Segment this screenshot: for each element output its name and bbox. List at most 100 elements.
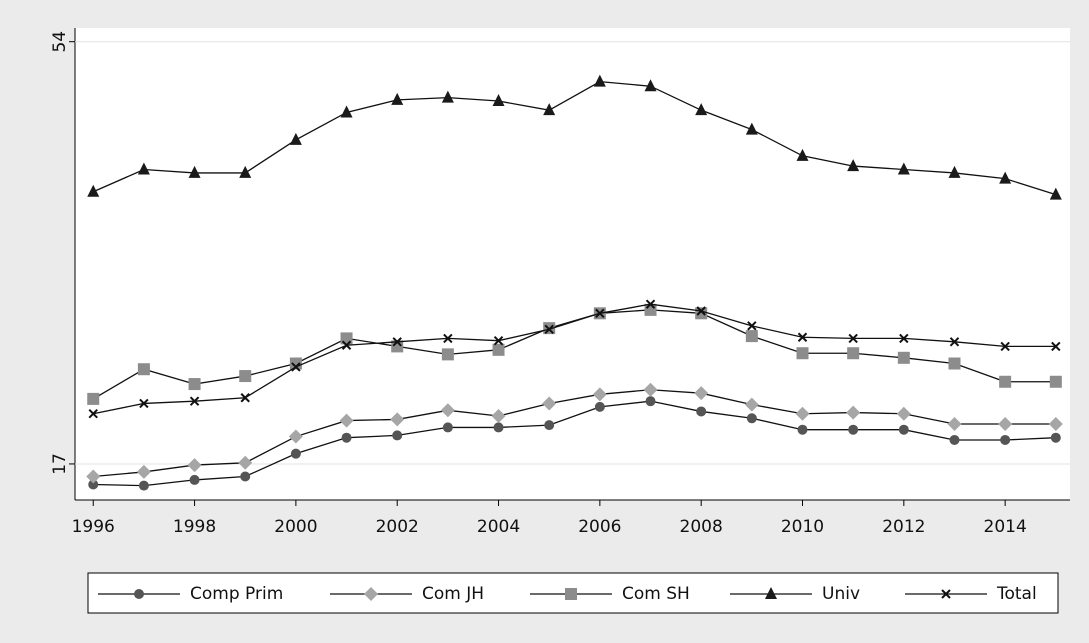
data-point [797, 424, 808, 435]
legend-label: Comp Prim [190, 584, 283, 604]
y-tick-label: 17 [50, 453, 70, 475]
data-point [390, 412, 405, 427]
x-tick-label: 2008 [680, 517, 723, 537]
data-point [1000, 434, 1011, 445]
data-point [696, 306, 706, 316]
legend-marker [134, 589, 144, 599]
data-point [137, 363, 150, 376]
data-point [643, 382, 658, 397]
legend-marker [765, 587, 777, 599]
x-tick-label: 2010 [781, 517, 824, 537]
data-point [999, 375, 1012, 388]
data-point [848, 333, 858, 344]
data-point [290, 448, 301, 459]
x-tick-label: 2014 [984, 517, 1027, 537]
data-point [288, 429, 303, 444]
data-point [136, 464, 151, 479]
data-point [341, 340, 352, 350]
data-point [493, 422, 504, 433]
data-point [949, 337, 960, 347]
series-line [93, 303, 1056, 415]
plot-area [75, 28, 1070, 500]
legend-label: Com JH [422, 584, 484, 604]
legend-label: Com SH [622, 584, 690, 604]
data-point [189, 396, 200, 406]
data-point [744, 397, 759, 412]
data-point [87, 392, 100, 405]
data-point [797, 332, 808, 342]
data-point [543, 103, 556, 116]
data-point [695, 103, 708, 116]
data-point [948, 357, 961, 370]
data-point [340, 105, 353, 118]
data-point [848, 424, 859, 435]
data-point [291, 362, 301, 372]
data-point [341, 432, 352, 443]
data-point [592, 387, 607, 402]
data-point [746, 413, 757, 424]
data-point [443, 333, 453, 344]
data-point [493, 335, 504, 346]
x-tick-label: 2002 [376, 517, 419, 537]
data-point [542, 396, 557, 411]
data-point [392, 337, 402, 347]
data-point [239, 370, 252, 383]
data-point [239, 165, 252, 178]
data-point [594, 401, 605, 412]
data-point [492, 343, 505, 356]
data-point [391, 340, 404, 353]
x-tick-label: 2006 [578, 517, 621, 537]
series-line [93, 400, 1056, 487]
data-point [188, 165, 201, 178]
data-point [696, 406, 707, 417]
data-point [846, 405, 861, 420]
data-point [544, 324, 554, 334]
data-point [1051, 341, 1061, 352]
data-point [139, 398, 149, 409]
data-point [896, 406, 911, 421]
x-tick-label: 2004 [477, 517, 520, 537]
data-point [240, 393, 250, 403]
data-point [491, 409, 506, 424]
data-point [187, 458, 202, 473]
legend-marker [941, 589, 951, 599]
legend-label: Univ [822, 584, 860, 604]
data-point [240, 471, 251, 482]
series-line [93, 389, 1056, 478]
data-point [695, 307, 708, 320]
data-point [544, 420, 555, 431]
legend-marker [565, 588, 577, 600]
data-point [899, 333, 909, 344]
data-point [796, 148, 809, 161]
data-point [645, 396, 656, 407]
data-point [593, 74, 606, 87]
data-point [847, 159, 860, 172]
x-tick-label: 2000 [274, 517, 317, 537]
data-point [87, 184, 100, 197]
data-point [289, 357, 302, 370]
data-point [644, 79, 657, 92]
x-tick-label: 1998 [173, 517, 216, 537]
data-point [189, 474, 200, 485]
data-point [796, 347, 809, 360]
data-point [645, 299, 656, 309]
data-point [745, 330, 758, 343]
data-point [441, 348, 454, 361]
data-point [339, 413, 354, 428]
legend-marker [364, 587, 378, 601]
data-point [947, 416, 962, 431]
data-point [998, 416, 1013, 431]
data-point [492, 94, 505, 107]
data-point [795, 406, 810, 421]
y-tick-label: 54 [50, 31, 70, 53]
data-point [949, 434, 960, 445]
data-point [897, 162, 910, 175]
data-point [694, 386, 709, 401]
data-point [441, 90, 454, 103]
data-point [1048, 416, 1063, 431]
data-point [898, 424, 909, 435]
data-point [442, 422, 453, 433]
data-point [1000, 341, 1010, 352]
